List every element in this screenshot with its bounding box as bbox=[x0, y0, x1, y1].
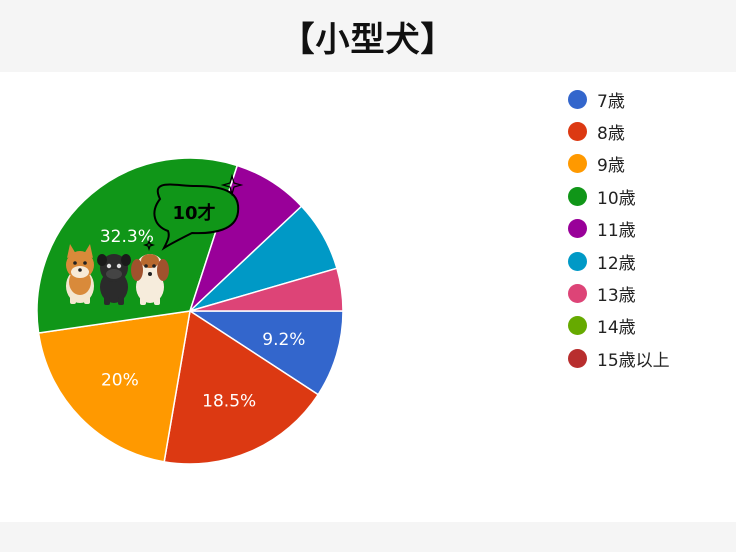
legend-swatch bbox=[568, 122, 587, 142]
legend-swatch bbox=[568, 284, 587, 304]
dog-illustrations bbox=[66, 244, 169, 305]
legend-label: 13歳 bbox=[597, 286, 636, 307]
legend-item: 15歳以上 bbox=[568, 342, 728, 374]
pie-data-label-4: 32.3% bbox=[100, 227, 154, 247]
legend-item: 11歳 bbox=[568, 213, 728, 245]
legend-item: 10歳 bbox=[568, 180, 728, 212]
pie-data-label-3: 20% bbox=[101, 370, 139, 390]
legend-swatch bbox=[568, 316, 587, 336]
legend-label: 8歳 bbox=[597, 124, 625, 145]
legend-swatch bbox=[568, 89, 587, 109]
legend-label: 9歳 bbox=[597, 156, 625, 177]
legend-swatch bbox=[568, 154, 587, 174]
pie-data-label-1: 9.2% bbox=[262, 330, 305, 350]
title-band: 【小型犬】 bbox=[0, 0, 736, 72]
pie-slice-2 bbox=[163, 309, 320, 465]
legend-item: 13歳 bbox=[568, 277, 728, 309]
beagle-dog-icon bbox=[131, 254, 169, 305]
legend-label: 15歳以上 bbox=[597, 350, 670, 371]
pug-dog-icon bbox=[97, 254, 131, 305]
pie-data-labels: 9.2% 18.5% 20% 32.3% bbox=[100, 227, 306, 412]
legend-label: 11歳 bbox=[597, 221, 636, 242]
legend-label: 12歳 bbox=[597, 253, 636, 274]
legend: 7歳 8歳 9歳 10歳 11歳 12歳 13歳 14歳 15歳以上 bbox=[568, 83, 728, 375]
bottom-band bbox=[0, 522, 736, 552]
speech-bubble: 10才 bbox=[142, 173, 244, 252]
legend-item: 8歳 bbox=[568, 115, 728, 147]
legend-item: 9歳 bbox=[568, 148, 728, 180]
legend-swatch bbox=[568, 251, 587, 271]
pie-slice-1 bbox=[187, 310, 344, 396]
legend-label: 14歳 bbox=[597, 318, 636, 339]
pie-data-label-2: 18.5% bbox=[202, 392, 256, 412]
legend-swatch bbox=[568, 186, 587, 206]
legend-swatch bbox=[568, 219, 587, 239]
sparkle-icon bbox=[142, 173, 244, 252]
legend-swatch bbox=[568, 348, 587, 368]
pie-slice-7 bbox=[189, 267, 344, 312]
legend-item: 7歳 bbox=[568, 83, 728, 115]
chart-title: 【小型犬】 bbox=[280, 19, 456, 60]
legend-label: 10歳 bbox=[597, 188, 636, 209]
legend-label: 7歳 bbox=[597, 91, 625, 112]
legend-item: 12歳 bbox=[568, 245, 728, 277]
shiba-dog-icon bbox=[66, 244, 94, 304]
speech-bubble-text: 10才 bbox=[172, 202, 215, 224]
legend-item: 14歳 bbox=[568, 310, 728, 342]
pie-slice-3 bbox=[37, 310, 191, 463]
